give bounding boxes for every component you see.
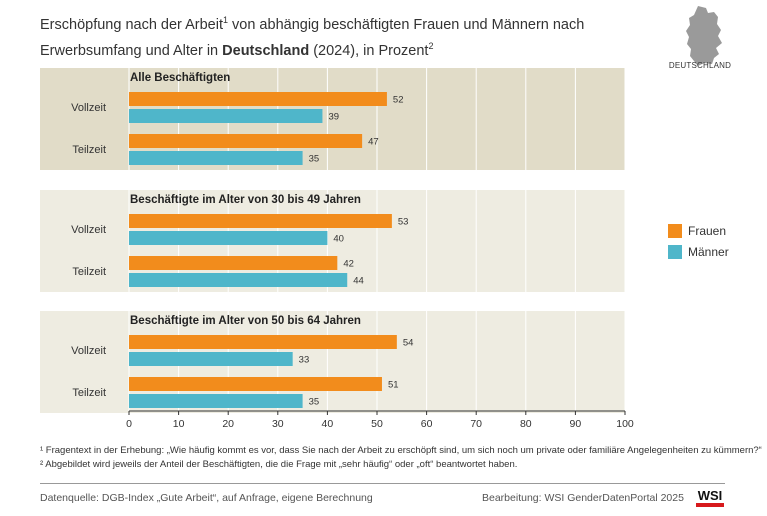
source-text: Datenquelle: DGB-Index „Gute Arbeit“, au… [40, 492, 373, 504]
legend-item-maenner: Männer [668, 245, 729, 259]
legend: Frauen Männer [668, 224, 729, 266]
logo-text: WSI [698, 488, 723, 503]
footnote-2: ² Abgebildet wird jeweils der Anteil der… [40, 459, 518, 470]
footnote-1: ¹ Fragentext in der Erhebung: „Wie häufi… [40, 445, 762, 456]
value-label-maenner: 39 [328, 112, 339, 123]
bar-frauen [129, 214, 392, 228]
tick-label: 100 [616, 418, 634, 430]
bar-maenner [129, 352, 293, 366]
tick-label: 0 [126, 418, 132, 430]
value-label-maenner: 33 [299, 355, 310, 366]
footnotes: ¹ Fragentext in der Erhebung: „Wie häufi… [40, 444, 762, 472]
tick-label: 60 [421, 418, 433, 430]
germany-map-icon [686, 6, 722, 66]
tick-label: 50 [371, 418, 383, 430]
legend-label-frauen: Frauen [688, 224, 727, 238]
bar-maenner [129, 273, 348, 287]
value-label-frauen: 51 [388, 380, 399, 391]
chart-title: Erschöpfung nach der Arbeit1 von abhängi… [40, 15, 585, 59]
row-label: Teilzeit [72, 144, 106, 156]
value-label-maenner: 44 [353, 276, 364, 287]
row-label: Vollzeit [71, 102, 106, 114]
tick-label: 10 [173, 418, 185, 430]
bar-maenner [129, 109, 323, 123]
map-label: DEUTSCHLAND [668, 61, 732, 70]
tick-label: 30 [272, 418, 284, 430]
tick-label: 20 [222, 418, 234, 430]
value-label-maenner: 35 [309, 154, 320, 165]
value-label-frauen: 42 [343, 259, 354, 270]
value-label-frauen: 47 [368, 137, 379, 148]
bar-frauen [129, 134, 363, 148]
value-label-maenner: 40 [333, 234, 344, 245]
value-label-frauen: 54 [403, 338, 414, 349]
legend-label-maenner: Männer [688, 245, 729, 259]
row-label: Vollzeit [71, 224, 106, 236]
bar-frauen [129, 92, 387, 106]
bar-frauen [129, 377, 382, 391]
legend-item-frauen: Frauen [668, 224, 729, 238]
legend-swatch-frauen [668, 224, 682, 238]
value-label-frauen: 52 [393, 95, 404, 106]
wsi-logo: WSI [696, 487, 724, 507]
bar-maenner [129, 231, 328, 245]
value-label-frauen: 53 [398, 217, 409, 228]
tick-label: 70 [470, 418, 482, 430]
divider [40, 483, 725, 484]
bar-frauen [129, 256, 338, 270]
group-title: Beschäftigte im Alter von 30 bis 49 Jahr… [130, 194, 361, 206]
bar-maenner [129, 151, 303, 165]
tick-label: 80 [520, 418, 532, 430]
row-label: Teilzeit [72, 387, 106, 399]
credit-text: Bearbeitung: WSI GenderDatenPortal 2025 [482, 492, 684, 504]
bar-maenner [129, 394, 303, 408]
tick-label: 90 [570, 418, 582, 430]
group-title: Beschäftigte im Alter von 50 bis 64 Jahr… [130, 315, 361, 327]
row-label: Vollzeit [71, 345, 106, 357]
value-label-maenner: 35 [309, 397, 320, 408]
group-title: Alle Beschäftigten [130, 72, 230, 84]
bar-frauen [129, 335, 397, 349]
row-label: Teilzeit [72, 266, 106, 278]
bar-chart: 0 10 20 30 40 50 60 70 80 90 100 Alle Beschäftigten… [40, 68, 634, 430]
tick-label: 40 [322, 418, 334, 430]
legend-swatch-maenner [668, 245, 682, 259]
